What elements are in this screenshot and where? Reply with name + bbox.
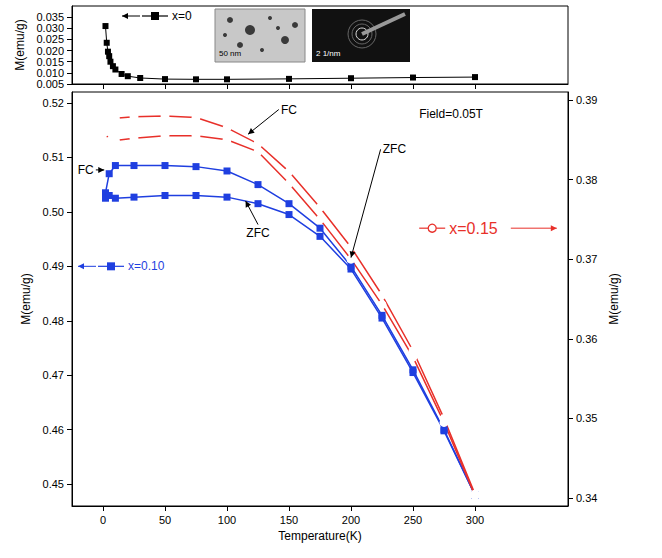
svg-text:0.35: 0.35 [576, 412, 597, 424]
svg-text:0.005: 0.005 [36, 78, 64, 90]
svg-text:0.39: 0.39 [576, 94, 597, 106]
svg-text:x=0: x=0 [172, 9, 192, 23]
svg-text:M(emu/g): M(emu/g) [19, 273, 33, 324]
svg-text:0.035: 0.035 [36, 11, 64, 23]
svg-text:0.48: 0.48 [43, 315, 64, 327]
svg-text:0.38: 0.38 [576, 174, 597, 186]
svg-text:200: 200 [342, 514, 360, 526]
svg-text:ZFC: ZFC [383, 142, 407, 156]
svg-text:50 nm: 50 nm [219, 49, 242, 58]
svg-text:ZFC: ZFC [246, 226, 270, 240]
svg-text:0.46: 0.46 [43, 424, 64, 436]
svg-text:0.025: 0.025 [36, 33, 64, 45]
svg-text:0.020: 0.020 [36, 45, 64, 57]
svg-text:0.34: 0.34 [576, 492, 597, 504]
svg-text:FC: FC [281, 103, 297, 117]
svg-text:300: 300 [466, 514, 484, 526]
svg-text:M(emu/g): M(emu/g) [13, 19, 27, 70]
svg-text:50: 50 [159, 514, 171, 526]
svg-text:0.015: 0.015 [36, 56, 64, 68]
svg-text:0.50: 0.50 [43, 206, 64, 218]
svg-text:0.36: 0.36 [576, 333, 597, 345]
svg-text:2 1/nm: 2 1/nm [316, 49, 341, 58]
svg-text:M(emu/g): M(emu/g) [607, 273, 621, 324]
svg-text:x=0.15: x=0.15 [449, 220, 498, 237]
svg-text:FC: FC [78, 163, 94, 177]
svg-text:100: 100 [218, 514, 236, 526]
svg-text:x=0.10: x=0.10 [128, 259, 165, 273]
svg-text:0.49: 0.49 [43, 260, 64, 272]
svg-text:0.52: 0.52 [43, 97, 64, 109]
svg-text:0.47: 0.47 [43, 369, 64, 381]
svg-text:0.030: 0.030 [36, 22, 64, 34]
svg-text:0.45: 0.45 [43, 478, 64, 490]
svg-text:Temperature(K): Temperature(K) [278, 529, 361, 543]
svg-text:0.51: 0.51 [43, 151, 64, 163]
svg-text:150: 150 [280, 514, 298, 526]
svg-text:0.37: 0.37 [576, 253, 597, 265]
svg-text:0.010: 0.010 [36, 67, 64, 79]
svg-text:0: 0 [100, 514, 106, 526]
svg-text:250: 250 [404, 514, 422, 526]
svg-text:Field=0.05T: Field=0.05T [419, 107, 483, 121]
